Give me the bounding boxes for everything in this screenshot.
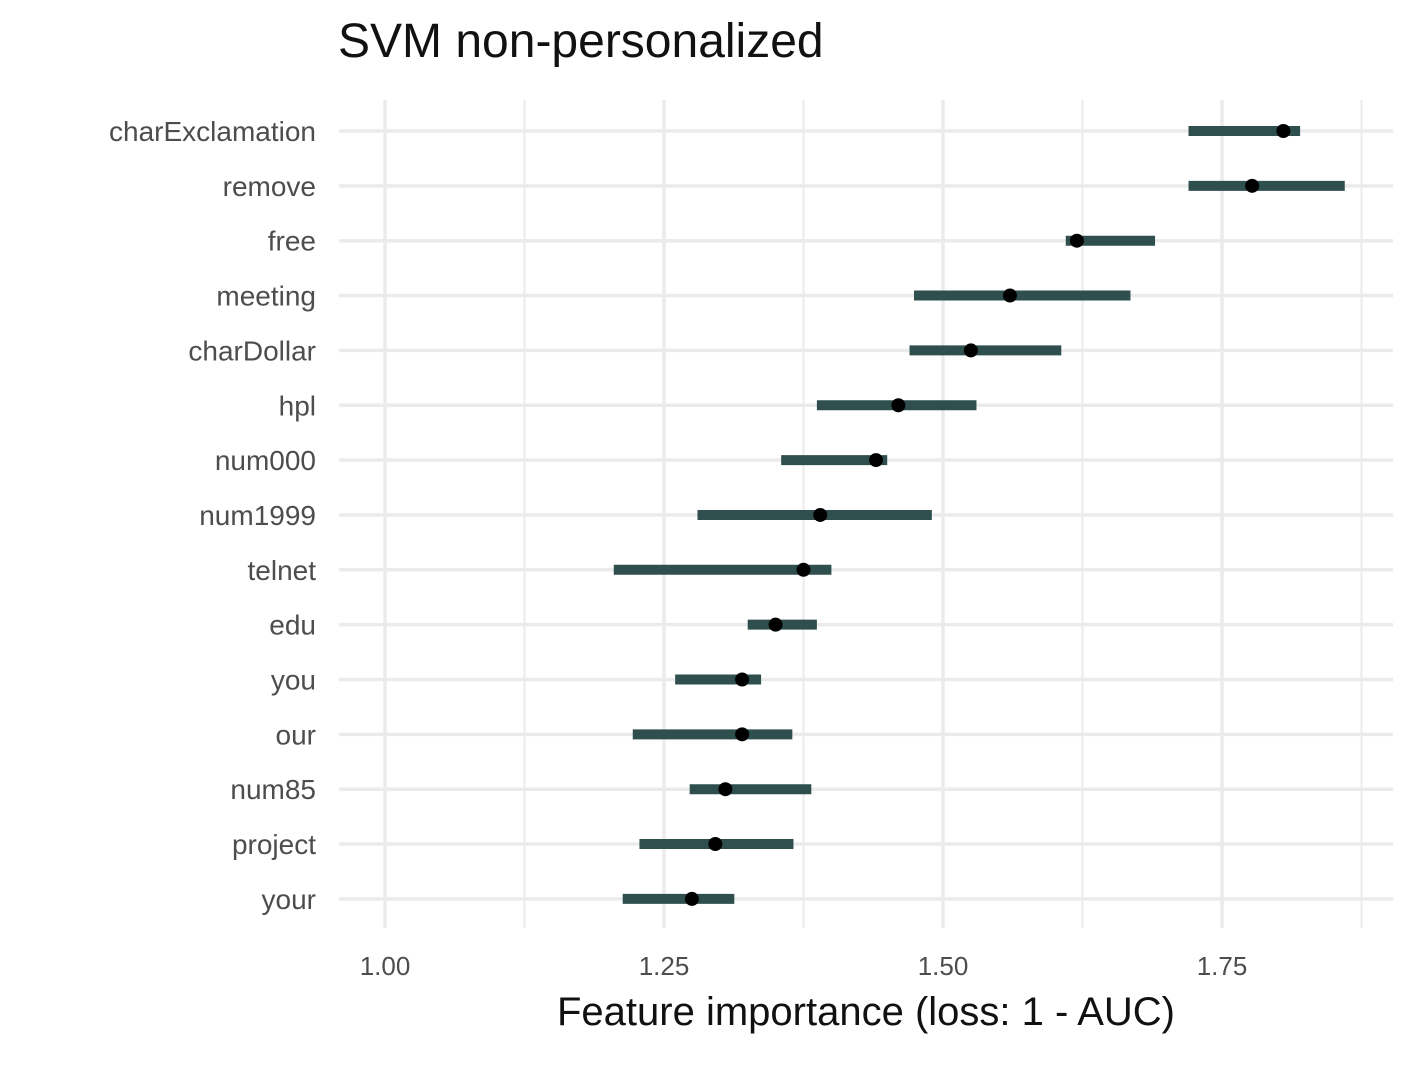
y-tick-label: charExclamation [109,116,316,147]
x-tick-label: 1.75 [1197,951,1248,981]
importance-point-charDollar [963,343,978,358]
importance-point-our [735,727,750,742]
y-tick-label: telnet [248,555,317,586]
importance-point-project [708,837,723,852]
y-tick-label: meeting [216,281,316,312]
importance-point-num000 [869,453,884,468]
y-tick-label: num000 [215,445,316,476]
chart-title: SVM non-personalized [338,15,824,68]
importance-point-edu [768,617,783,632]
y-tick-label: num1999 [199,500,316,531]
importance-point-remove [1245,178,1260,193]
importance-points [684,124,1291,906]
importance-point-your [684,891,699,906]
y-tick-label: free [268,226,316,257]
importance-point-telnet [796,562,811,577]
y-tick-label: hpl [279,390,316,421]
y-tick-labels: charExclamation remove free meeting charDoll… [109,116,316,915]
x-tick-label: 1.00 [360,951,411,981]
x-tick-label: 1.50 [918,951,969,981]
y-tick-label: our [276,719,316,750]
x-axis-title: Feature importance (loss: 1 - AUC) [557,990,1175,1034]
importance-point-num85 [718,782,733,797]
x-tick-labels: 1.00 1.25 1.50 1.75 [360,951,1248,981]
y-tick-label: num85 [230,774,316,805]
importance-point-num1999 [813,507,828,522]
importance-point-you [735,672,750,687]
importance-point-free [1069,233,1084,248]
y-tick-label: project [232,829,316,860]
x-tick-label: 1.25 [639,951,690,981]
importance-point-charExclamation [1276,124,1291,138]
y-tick-label: edu [269,610,316,641]
importance-point-meeting [1002,288,1017,303]
y-tick-label: your [262,884,316,915]
y-tick-label: remove [223,171,316,202]
y-tick-label: charDollar [188,335,316,366]
importance-point-hpl [891,398,906,413]
y-tick-label: you [271,665,316,696]
